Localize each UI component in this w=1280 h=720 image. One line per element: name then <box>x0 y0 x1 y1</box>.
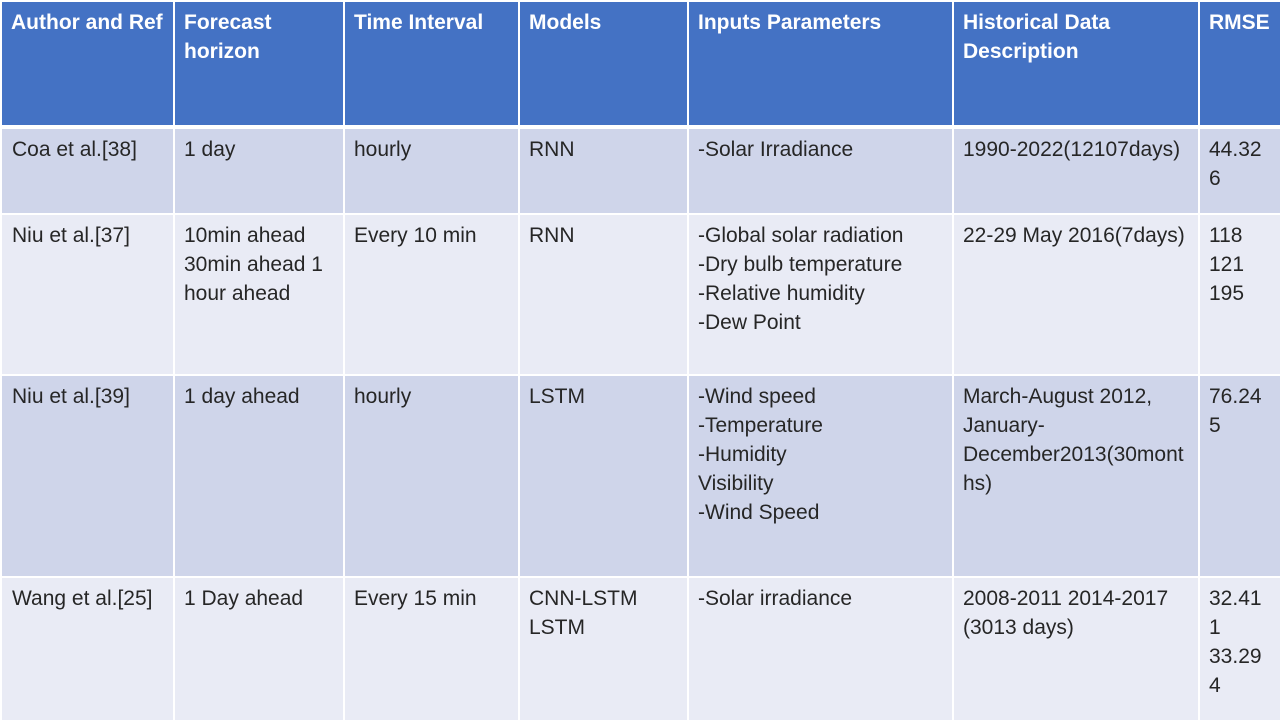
rmse-value: 195 <box>1209 282 1245 305</box>
cell-interval: Every 10 min <box>343 213 520 376</box>
model-item: CNN-LSTM <box>529 587 638 610</box>
cell-interval: hourly <box>343 126 520 215</box>
rmse-value: 121 <box>1209 253 1245 276</box>
cell-historical: 1990-2022(12107days) <box>952 126 1200 215</box>
input-item: -Wind Speed <box>698 501 820 524</box>
header-inputs-parameters: Inputs Parameters <box>687 0 954 129</box>
header-author: Author and Ref <box>0 0 175 129</box>
model-item: RNN <box>529 138 575 161</box>
input-item: -Relative humidity <box>698 282 865 305</box>
table-body: Coa et al.[38] 1 day hourly RNN -Solar I… <box>0 126 1280 720</box>
table-row: Niu et al.[39] 1 day ahead hourly LSTM -… <box>0 374 1280 578</box>
cell-rmse: 44.326 <box>1198 126 1280 215</box>
cell-inputs: -Solar Irradiance <box>687 126 954 215</box>
cell-models: CNN-LSTM LSTM <box>518 576 689 720</box>
rmse-value: 32.411 <box>1209 587 1262 639</box>
cell-inputs: -Global solar radiation -Dry bulb temper… <box>687 213 954 376</box>
rmse-value: 44.326 <box>1209 138 1262 190</box>
header-time-interval: Time Interval <box>343 0 520 129</box>
table-row: Coa et al.[38] 1 day hourly RNN -Solar I… <box>0 126 1280 215</box>
cell-rmse: 76.245 <box>1198 374 1280 578</box>
cell-rmse: 32.411 33.294 <box>1198 576 1280 720</box>
cell-interval: Every 15 min <box>343 576 520 720</box>
cell-historical: March-August 2012, January-December2013(… <box>952 374 1200 578</box>
rmse-value: 76.245 <box>1209 385 1262 437</box>
model-item: LSTM <box>529 385 586 408</box>
cell-author: Niu et al.[39] <box>0 374 175 578</box>
cell-models: RNN <box>518 213 689 376</box>
header-forecast-horizon: Forecast horizon <box>173 0 345 129</box>
table-row: Niu et al.[37] 10min ahead 30min ahead 1… <box>0 213 1280 376</box>
model-item: RNN <box>529 224 575 247</box>
cell-models: RNN <box>518 126 689 215</box>
cell-horizon: 1 Day ahead <box>173 576 345 720</box>
input-item: -Wind speed <box>698 385 816 408</box>
input-item: -Humidity <box>698 443 787 466</box>
cell-author: Wang et al.[25] <box>0 576 175 720</box>
table-row: Wang et al.[25] 1 Day ahead Every 15 min… <box>0 576 1280 720</box>
input-item: Visibility <box>698 472 774 495</box>
cell-horizon: 1 day ahead <box>173 374 345 578</box>
cell-rmse: 118 121 195 <box>1198 213 1280 376</box>
input-item: -Global solar radiation <box>698 224 904 247</box>
input-item: -Dew Point <box>698 311 801 334</box>
input-item: -Temperature <box>698 414 823 437</box>
cell-author: Coa et al.[38] <box>0 126 175 215</box>
table-header: Author and Ref Forecast horizon Time Int… <box>0 0 1280 129</box>
model-item: LSTM <box>529 616 586 639</box>
rmse-value: 33.294 <box>1209 645 1262 697</box>
header-row: Author and Ref Forecast horizon Time Int… <box>0 0 1280 129</box>
header-historical-data: Historical Data Description <box>952 0 1200 129</box>
header-models: Models <box>518 0 689 129</box>
cell-author: Niu et al.[37] <box>0 213 175 376</box>
cell-horizon: 10min ahead 30min ahead 1 hour ahead <box>173 213 345 376</box>
cell-horizon: 1 day <box>173 126 345 215</box>
cell-interval: hourly <box>343 374 520 578</box>
input-item: -Dry bulb temperature <box>698 253 903 276</box>
input-item: -Solar Irradiance <box>698 138 854 161</box>
input-item: -Solar irradiance <box>698 587 853 610</box>
cell-inputs: -Wind speed -Temperature -Humidity Visib… <box>687 374 954 578</box>
cell-models: LSTM <box>518 374 689 578</box>
cell-inputs: -Solar irradiance <box>687 576 954 720</box>
cell-historical: 2008-2011 2014-2017 (3013 days) <box>952 576 1200 720</box>
cell-historical: 22-29 May 2016(7days) <box>952 213 1200 376</box>
header-rmse: RMSE <box>1198 0 1280 129</box>
rmse-value: 118 <box>1209 224 1243 247</box>
